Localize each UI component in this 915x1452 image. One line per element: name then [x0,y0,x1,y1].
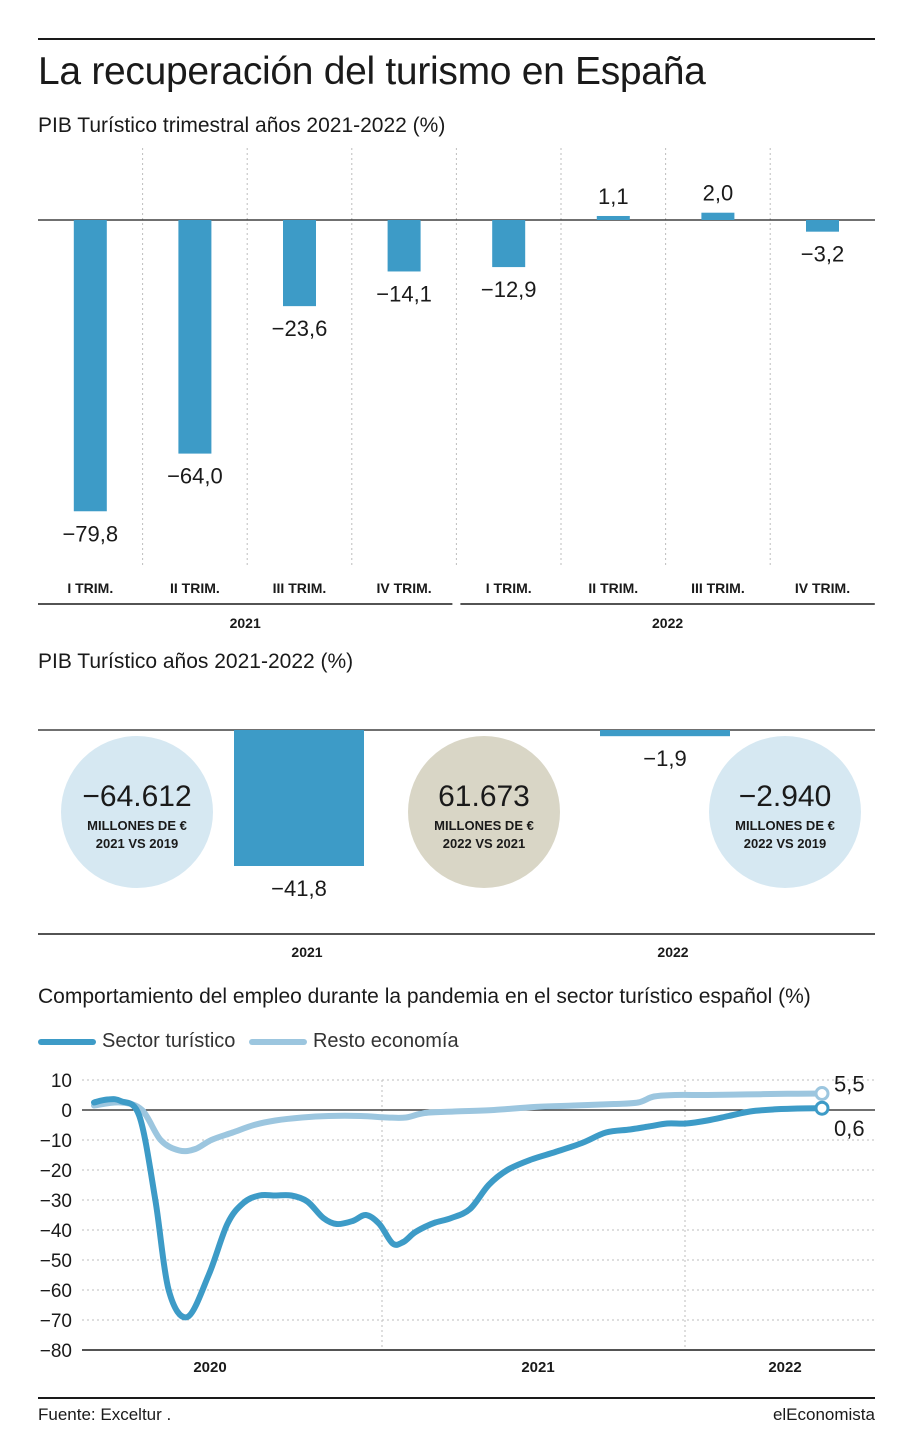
line-resto-economia [91,1090,825,1155]
end-label-sector: 0,6 [834,1116,865,1141]
top-rule [38,38,875,40]
legend-item-sector: Sector turístico [38,1030,235,1053]
annotation-value: 61.673 [438,780,530,813]
y-tick-label: −40 [40,1221,72,1242]
chart3-title: Comportamiento del empleo durante la pan… [38,985,811,1008]
bar-value-label: −79,8 [62,521,118,546]
source-note: Fuente: Exceltur . [38,1405,172,1424]
year-bar-2021 [234,730,364,866]
category-label: IV TRIM. [795,580,850,596]
year-label: 2021 [291,944,322,960]
bar-2 [178,220,212,454]
bar-1 [73,220,107,512]
annotation-compare: 2022 VS 2019 [744,836,826,851]
category-label: III TRIM. [273,580,327,596]
annotation-compare: 2022 VS 2021 [443,836,525,851]
line-sector-turistico [91,1096,825,1321]
bar-value-label: −3,2 [801,242,844,267]
chart3-legend: Sector turístico Resto economía [38,1030,467,1053]
x-tick-label: 2020 [193,1359,226,1376]
legend-swatch-resto [248,1038,307,1045]
line-sector-turistico-end-marker [814,1100,830,1116]
annotation-unit: MILLONES DE € [434,818,534,833]
annotation-unit: MILLONES DE € [87,818,187,833]
category-label: I TRIM. [486,580,532,596]
bar-value-label: −23,6 [272,316,328,341]
bar-value-label: −14,1 [376,281,432,306]
year-bar-value: −41,8 [271,876,327,901]
category-label: II TRIM. [588,580,638,596]
bar-5 [492,220,526,268]
annotation-circle [408,736,560,888]
category-label: II TRIM. [170,580,220,596]
bar-value-label: −12,9 [481,277,537,302]
year-label: 2022 [657,944,688,960]
x-tick-label: 2022 [768,1359,801,1376]
y-tick-label: −80 [40,1341,72,1362]
bar-value-label: 2,0 [703,181,734,206]
annotation-circle [61,736,213,888]
legend-label-sector: Sector turístico [102,1030,236,1053]
legend-swatch-sector [38,1038,96,1045]
bar-8 [806,220,839,232]
annotation-value: −2.940 [739,780,832,813]
bar-3 [283,220,316,307]
bar-6 [596,215,630,220]
year-bar-value: −1,9 [643,746,686,771]
year-bar-2022 [600,730,730,737]
chart2-title: PIB Turístico años 2021-2022 (%) [38,650,354,673]
annotation-value: −64.612 [82,780,191,813]
y-tick-label: −60 [40,1281,72,1302]
brand-logo: elEconomista [772,1405,875,1424]
y-tick-label: −30 [40,1191,72,1212]
y-tick-label: −10 [40,1131,72,1152]
bar-value-label: −64,0 [167,464,223,489]
y-tick-label: −70 [40,1311,72,1332]
y-tick-label: −20 [40,1161,72,1182]
legend-item-resto: Resto economía [248,1030,459,1053]
yearly-bar-chart: −41,8 −1,9 −64.612 MILLONES DE € 2021 VS 201… [38,729,875,960]
y-tick-label: 10 [51,1071,72,1092]
annotation-circle [709,736,861,888]
group-label: 2021 [230,615,261,631]
x-tick-label: 2021 [521,1359,554,1376]
y-tick-label: −50 [40,1251,72,1272]
annotation-unit: MILLONES DE € [735,818,835,833]
group-label: 2022 [652,615,683,631]
employment-line-chart: 10 0 −10 −20 −30 −40 −50 −60 −70 −80 2020 2021 2022 5… [40,1071,875,1376]
legend-label-resto: Resto economía [312,1030,459,1053]
bar-7 [701,212,735,220]
quarterly-bar-chart: −79,8 I TRIM. −64,0 II TRIM. −23,6 III TRIM. −… [38,148,875,631]
category-label: I TRIM. [67,580,113,596]
line-resto-economia-end-marker [814,1086,830,1101]
bar-4 [387,220,421,272]
y-tick-label: 0 [61,1101,72,1122]
page-title: La recuperación del turismo en España [38,50,706,93]
category-label: III TRIM. [691,580,745,596]
annotation-compare: 2021 VS 2019 [96,836,178,851]
end-label-resto: 5,5 [834,1072,865,1097]
category-label: IV TRIM. [376,580,431,596]
bar-value-label: 1,1 [598,184,629,209]
bottom-rule [38,1397,875,1399]
chart1-title: PIB Turístico trimestral años 2021-2022 … [38,114,446,137]
